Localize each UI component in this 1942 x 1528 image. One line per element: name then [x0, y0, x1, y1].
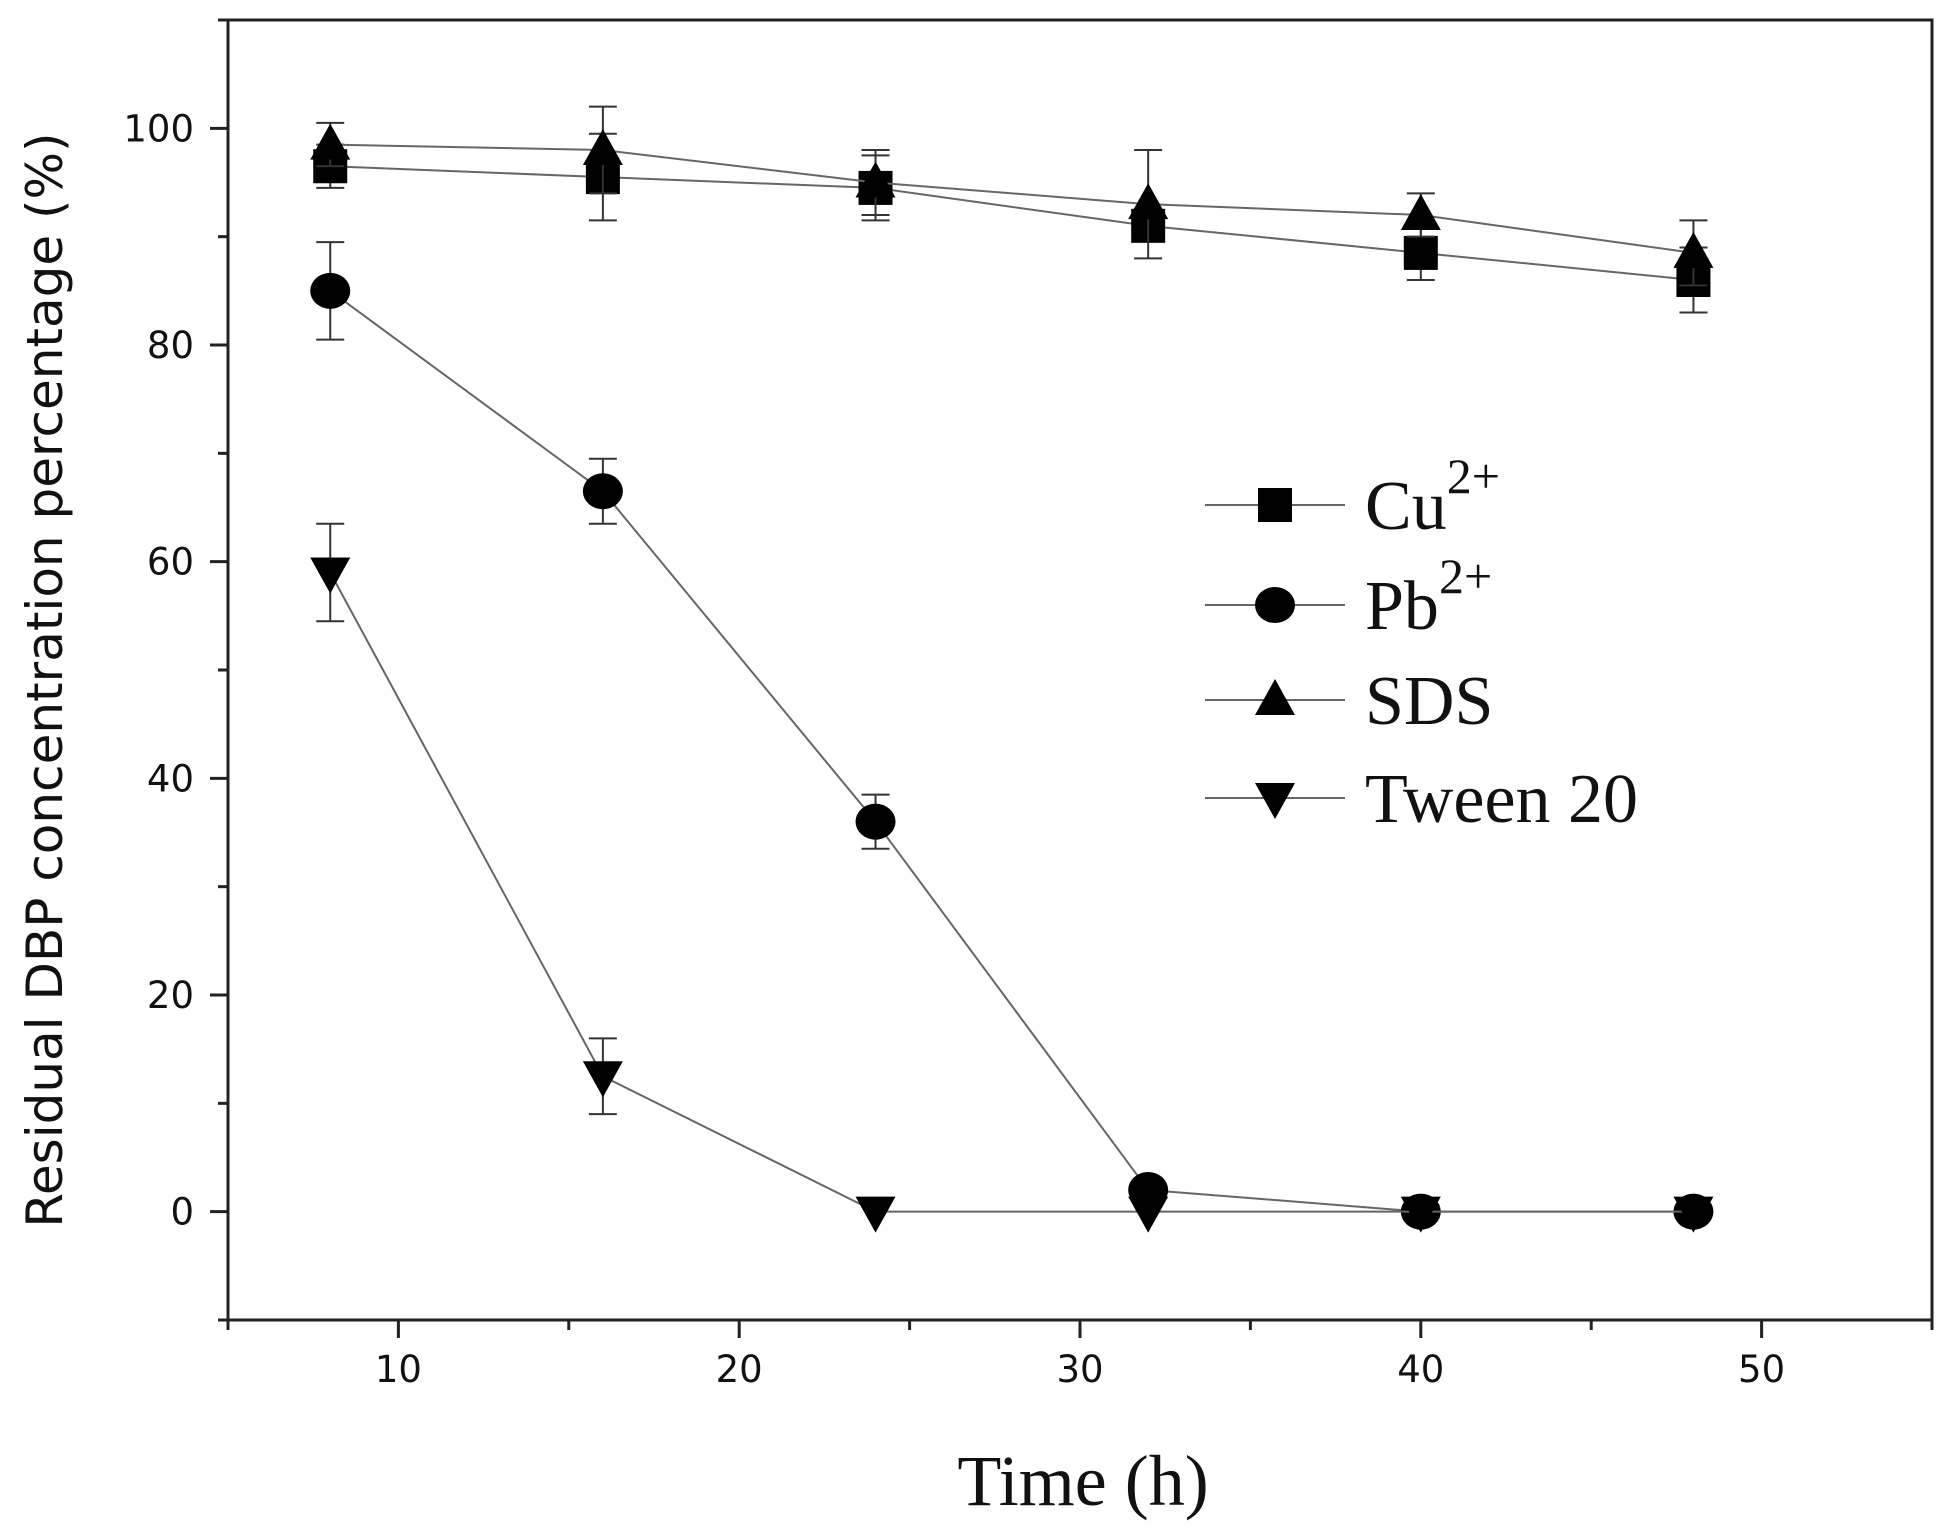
- legend-label-tween-20: Tween 20: [1365, 761, 1638, 838]
- x-tick-label: 50: [1738, 1348, 1785, 1391]
- y-tick-label: 80: [147, 324, 194, 367]
- y-axis-ticks: 0 20 40 60 80 100: [123, 18, 228, 1322]
- x-tick-label: 20: [716, 1348, 763, 1391]
- x-tick-label: 10: [375, 1348, 422, 1391]
- plot-frame: [226, 18, 1934, 1322]
- data-point-tween-20: [855, 1196, 896, 1233]
- data-point-tween-20: [1128, 1196, 1169, 1233]
- legend: Cu2+Pb2+ SDS Tween 20: [1205, 448, 1638, 838]
- data-point-tween-20: [1673, 1196, 1714, 1233]
- y-tick-label: 0: [170, 1191, 194, 1234]
- data-point-tween-20: [310, 557, 351, 594]
- x-axis-title: Time (h): [957, 1441, 1208, 1521]
- data-point-sds: [1673, 231, 1714, 268]
- data-point-sds: [855, 161, 896, 198]
- legend-marker-sds: [1255, 679, 1295, 715]
- legend-label-sds: SDS: [1365, 663, 1493, 740]
- x-axis-ticks: 10 20 30 40 50: [226, 1320, 1934, 1391]
- legend-label-cu: Cu2+: [1365, 448, 1500, 545]
- data-point-pb: [582, 473, 623, 510]
- series-line-cu: [330, 165, 1694, 281]
- data-point-sds: [582, 129, 623, 165]
- x-tick-label: 40: [1397, 1348, 1444, 1391]
- y-tick-label: 40: [147, 757, 194, 800]
- legend-label-pb: Pb2+: [1365, 548, 1492, 645]
- series-layer: [310, 105, 1714, 1233]
- legend-superscript: 2+: [1447, 448, 1500, 504]
- data-point-tween-20: [582, 1061, 623, 1098]
- series-line-sds: [330, 143, 1694, 254]
- legend-marker-pb: [1255, 587, 1295, 623]
- data-point-tween-20: [1400, 1196, 1441, 1233]
- y-tick-label: 60: [147, 541, 194, 584]
- x-tick-label: 30: [1056, 1348, 1103, 1391]
- series-tween-20: [310, 522, 1714, 1233]
- legend-superscript: 2+: [1439, 548, 1492, 604]
- legend-marker-cu: [1258, 488, 1292, 522]
- y-tick-label: 20: [147, 974, 194, 1017]
- series-pb: [310, 241, 1714, 1230]
- data-point-sds: [310, 123, 351, 160]
- series-line-pb: [329, 290, 1694, 1213]
- series-sds: [310, 105, 1714, 287]
- data-point-sds: [1400, 194, 1441, 230]
- data-point-pb: [310, 272, 351, 309]
- legend-marker-tween-20: [1255, 783, 1295, 819]
- data-point-pb: [855, 803, 896, 840]
- series-cu: [313, 132, 1711, 314]
- y-tick-label: 100: [123, 107, 194, 150]
- plot-axes: [226, 18, 1934, 1322]
- y-axis-title: Residual DBP concentration percentage (%…: [16, 132, 74, 1227]
- data-point-cu: [1403, 235, 1438, 270]
- data-point-sds: [1128, 183, 1169, 220]
- series-line-tween-20: [329, 572, 1694, 1213]
